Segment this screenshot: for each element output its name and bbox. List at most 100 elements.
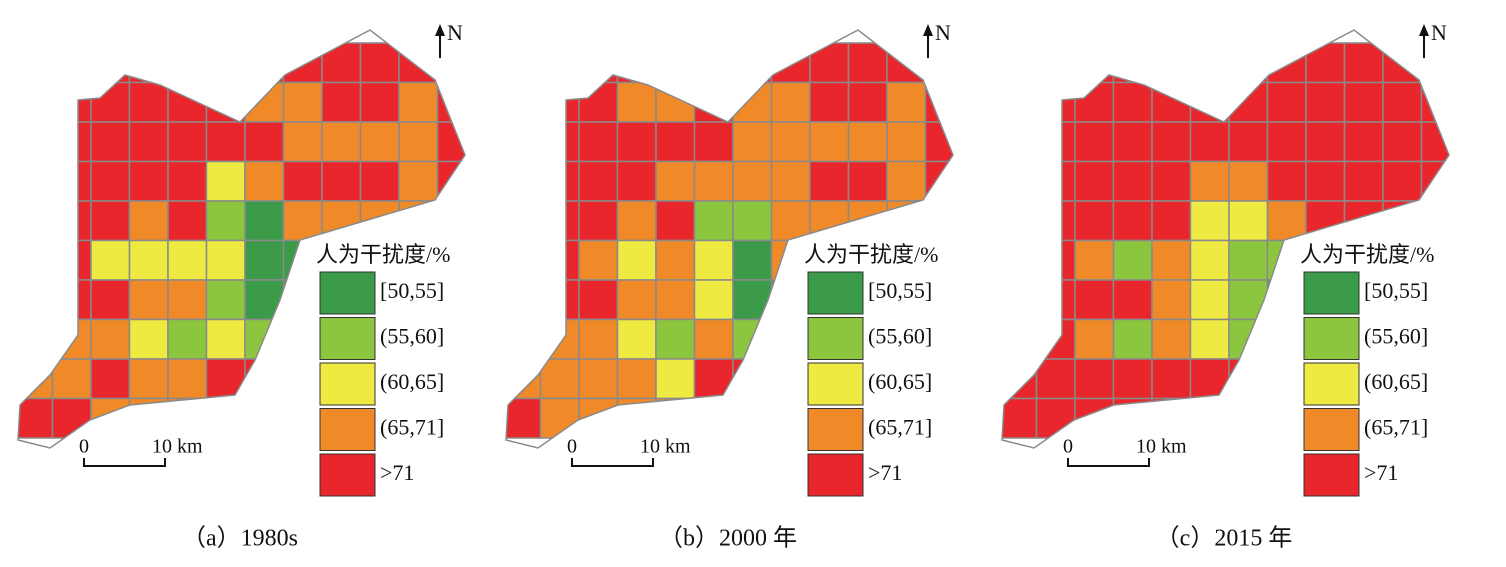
grid-cell [244,279,285,321]
grid-cell [1305,160,1346,202]
grid-cell [1189,160,1230,202]
grid-cell [90,358,131,400]
grid-cell [1228,358,1269,400]
grid-cell [128,121,169,163]
grid-cell [1266,318,1307,360]
grid-cell [398,160,439,202]
grid-cell [205,318,246,360]
grid-cell [809,160,850,202]
grid-cell [1035,42,1076,84]
grid-cell [1074,318,1115,360]
grid-cell [205,121,246,163]
grid-cell [655,160,696,202]
grid-cell [90,200,131,242]
scale-zero: 0 [79,436,89,458]
grid-cell [1035,279,1076,321]
grid-cell [51,318,92,360]
grid-cell [1112,200,1153,242]
grid-cell [539,160,580,202]
grid-cell [1112,279,1153,321]
grid-cell [18,279,54,321]
grid-cell [770,318,811,360]
grid-cell [167,358,208,400]
grid-cell [506,279,542,321]
grid-cell [1002,200,1038,242]
grid-cell [578,358,619,400]
grid-cell [1189,279,1230,321]
grid-cell [128,160,169,202]
grid-cell [18,160,54,202]
grid-cell [398,200,439,242]
grid-cell [359,81,400,123]
grid-cell [1035,160,1076,202]
grid-cell [1074,160,1115,202]
grid-cell [244,42,285,84]
grid-cell [1002,239,1038,281]
grid-cell [506,81,542,123]
grid-cell [51,42,92,84]
grid-cell [18,239,54,281]
grid-cell [359,42,400,84]
grid-cell [1228,81,1269,123]
grid-cell [506,318,542,360]
grid-cell [1151,42,1192,84]
map-panel: N 0 10 km 人为干扰度/% [50,55] (55,60] (60,65] (65,7… [1001,20,1450,552]
grid-cell [1002,160,1038,202]
scale-zero: 0 [1063,436,1073,458]
legend-label: (55,60] [868,324,932,349]
grid-cell [1151,358,1192,400]
north-arrow-head [923,24,933,36]
grid-cell [655,81,696,123]
grid-cell [167,318,208,360]
grid-cell [693,279,734,321]
grid-cell [244,358,285,400]
grid-cell [809,121,850,163]
legend-swatch [319,317,376,360]
scale-bar [83,458,166,467]
grid-cell [1189,42,1230,84]
legend-label: [50,55] [1364,278,1428,303]
grid-cell [321,42,362,84]
grid-cell [1035,121,1076,163]
legend-swatch [807,453,864,497]
legend-swatch [1303,362,1360,406]
grid-cell [1002,42,1038,84]
grid-cell [732,279,773,321]
grid-cell [732,160,773,202]
grid-cell [539,200,580,242]
grid-cell [1382,121,1423,163]
grid-cell [809,81,850,123]
grid-cell [1343,81,1384,123]
grid-cell [770,397,811,439]
grid-cell [282,81,323,123]
grid-cell [1189,121,1230,163]
grid-cell [770,160,811,202]
grid-cell [282,160,323,202]
grid-cell [167,160,208,202]
grid-cell [244,239,285,281]
legend-label: >71 [1364,460,1398,485]
grid-cell [539,121,580,163]
grid-cell [18,397,54,439]
legend-swatch [807,271,864,315]
grid-cell [1189,200,1230,242]
grid-cell [359,121,400,163]
grid-cell [205,279,246,321]
grid-cell [128,200,169,242]
grid-cell [693,397,734,439]
grid-cell [1035,318,1076,360]
grid-cell [1305,121,1346,163]
grid-cell [1151,121,1192,163]
legend-label: (65,71] [380,415,444,440]
grid-cell [244,81,285,123]
legend-label: (60,65] [380,369,444,394]
grid-cell [506,239,542,281]
grid-cell [1305,200,1346,242]
grid-cell [90,318,131,360]
legend-swatch [319,408,376,451]
grid-cell [321,200,362,242]
grid-cell [90,279,131,321]
grid-cell [51,239,92,281]
grid-cell [770,279,811,321]
